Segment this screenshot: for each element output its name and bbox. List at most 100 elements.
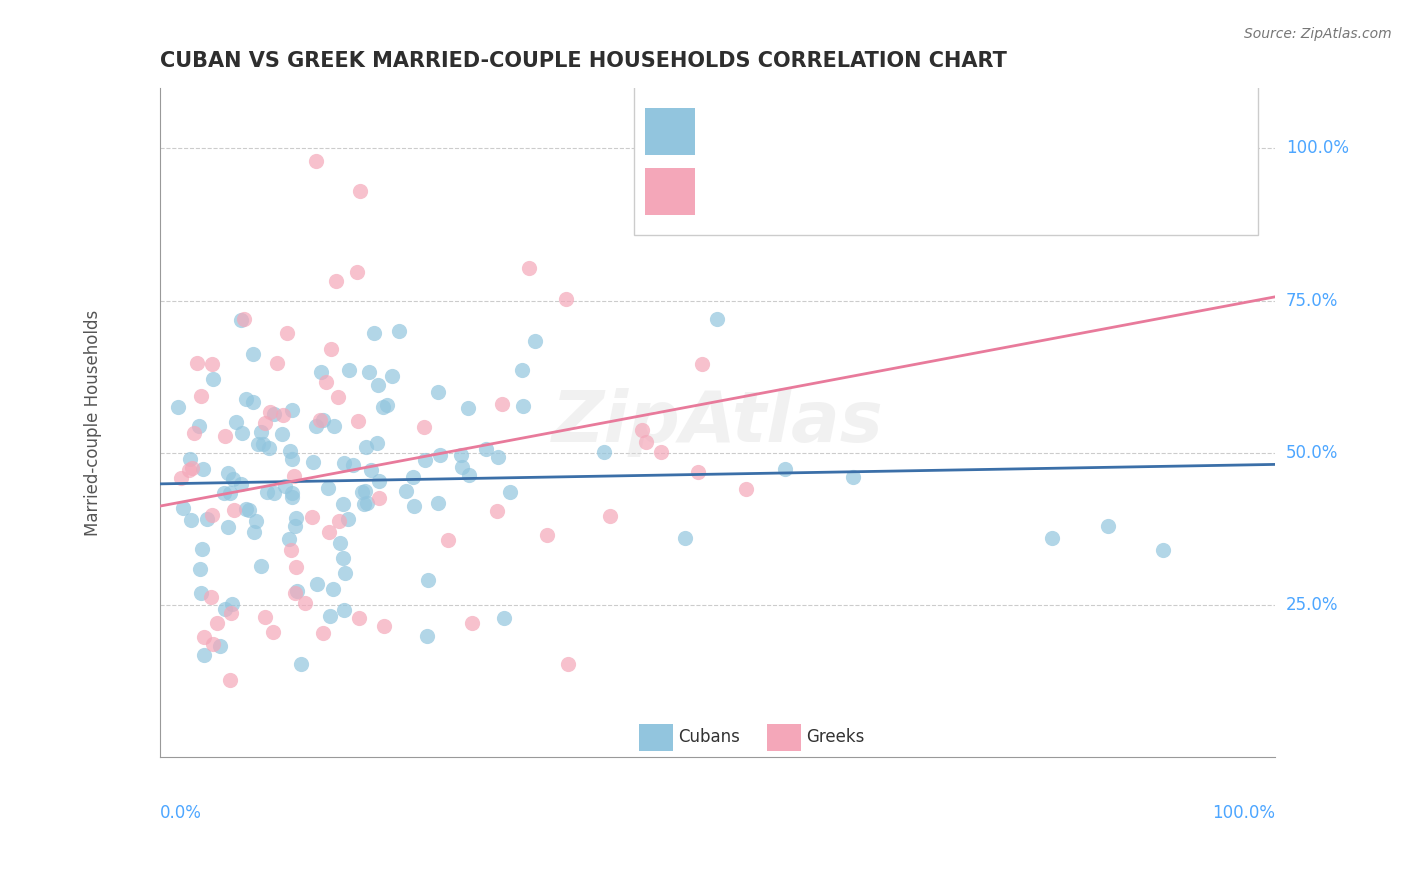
Point (271, 427, 294, 442)
Point (395, 484, 418, 499)
Point (706, 312, 728, 326)
Point (214, 429, 236, 443)
Point (354, 483, 377, 498)
Text: CUBAN VS GREEK MARRIED-COUPLE HOUSEHOLDS CORRELATION CHART: CUBAN VS GREEK MARRIED-COUPLE HOUSEHOLDS… (160, 51, 1007, 70)
Point (190, 586, 212, 600)
Point (190, 561, 212, 575)
Point (349, 184, 371, 198)
Point (367, 377, 389, 392)
Point (346, 265, 368, 279)
Point (416, 573, 439, 587)
Point (233, 312, 256, 326)
Point (191, 541, 214, 556)
Point (328, 514, 350, 528)
Text: Source: ZipAtlas.com: Source: ZipAtlas.com (1244, 27, 1392, 41)
Point (235, 392, 257, 406)
Point (281, 490, 304, 504)
Point (842, 469, 865, 483)
Point (319, 609, 342, 624)
Point (187, 419, 209, 434)
Point (1040, 531, 1063, 545)
Point (193, 462, 215, 476)
Text: 50.0%: 50.0% (1286, 444, 1339, 462)
Point (366, 436, 388, 450)
Point (219, 673, 242, 688)
Point (278, 532, 301, 546)
Point (214, 485, 236, 500)
Point (242, 346, 264, 360)
Point (688, 465, 710, 479)
Point (451, 460, 474, 475)
Point (208, 639, 231, 653)
Point (673, 531, 696, 545)
Point (224, 502, 246, 516)
Text: R = 0.124: R = 0.124 (717, 182, 824, 201)
Point (229, 313, 252, 327)
Point (491, 396, 513, 410)
Point (200, 591, 222, 605)
Point (486, 450, 509, 464)
Point (450, 449, 472, 463)
Text: ZipAtlas: ZipAtlas (551, 388, 883, 457)
Point (186, 356, 208, 370)
Point (363, 326, 385, 340)
Point (304, 419, 326, 434)
Point (332, 551, 354, 566)
Point (416, 629, 439, 643)
Point (301, 509, 323, 524)
Point (281, 486, 304, 500)
Point (285, 560, 308, 574)
Point (218, 485, 240, 500)
Point (201, 637, 224, 651)
Point (193, 631, 215, 645)
Point (347, 610, 370, 624)
Point (183, 426, 205, 441)
Point (231, 425, 253, 440)
Point (219, 606, 242, 620)
Point (325, 274, 347, 288)
FancyBboxPatch shape (634, 81, 1258, 235)
Point (318, 481, 340, 495)
Point (404, 499, 426, 513)
Point (256, 485, 278, 500)
Point (285, 510, 308, 524)
Point (592, 445, 614, 459)
Point (360, 463, 382, 477)
Point (305, 153, 328, 168)
Point (332, 603, 354, 617)
Point (180, 461, 202, 475)
Point (193, 648, 215, 662)
Point (243, 524, 266, 539)
Point (368, 475, 391, 489)
FancyBboxPatch shape (645, 168, 695, 215)
Point (179, 452, 201, 467)
Point (1097, 519, 1119, 533)
Point (517, 260, 540, 275)
Point (281, 451, 304, 466)
Point (172, 501, 194, 516)
Text: Greeks: Greeks (807, 728, 865, 747)
Text: N = 107: N = 107 (957, 121, 1043, 141)
Point (221, 597, 243, 611)
Point (368, 491, 391, 506)
Point (475, 442, 498, 456)
Point (276, 326, 298, 340)
Point (278, 443, 301, 458)
Point (263, 407, 285, 421)
Point (312, 413, 335, 427)
Point (284, 519, 307, 533)
Point (294, 597, 316, 611)
Point (375, 397, 398, 411)
Point (499, 485, 522, 500)
Point (413, 420, 436, 434)
Point (486, 504, 509, 518)
Point (650, 445, 672, 459)
Point (217, 520, 239, 534)
Point (201, 372, 224, 386)
Point (347, 414, 370, 428)
Point (457, 401, 479, 416)
Point (337, 363, 360, 377)
Point (734, 482, 756, 496)
Point (190, 389, 212, 403)
Point (201, 508, 224, 522)
